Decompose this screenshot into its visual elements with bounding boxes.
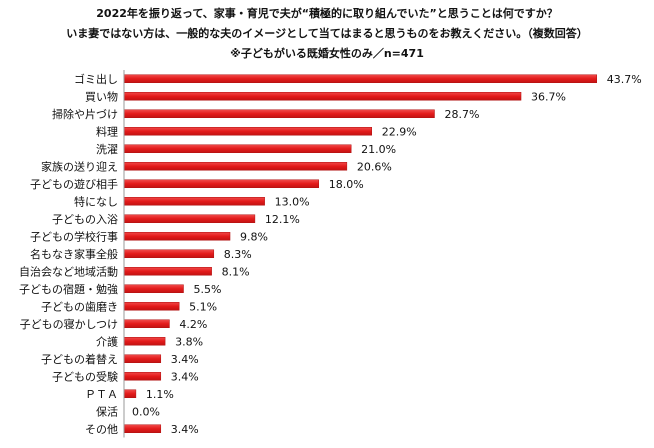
value-label: 1.1% — [146, 388, 174, 401]
bar — [123, 179, 319, 188]
bar — [123, 197, 265, 206]
category-label: 保活 — [96, 404, 118, 418]
bar — [123, 319, 170, 328]
value-label: 28.7% — [444, 108, 479, 121]
bar — [123, 337, 166, 346]
value-label: 9.8% — [240, 230, 268, 243]
bar — [123, 74, 598, 83]
bar — [123, 424, 162, 433]
value-label: 20.6% — [357, 160, 392, 173]
bar — [123, 214, 256, 223]
value-label: 3.4% — [171, 353, 199, 366]
value-label: 0.0% — [132, 405, 160, 418]
category-label: 料理 — [96, 124, 118, 138]
category-label: 買い物 — [85, 89, 118, 103]
bars-layer: ゴミ出し 43.7% 買い物 36.7% 掃除や片づけ 28.7% 料理 22.9% 洗濯 21.… — [19, 72, 642, 436]
category-label: 名もなき家事全般 — [30, 247, 118, 261]
category-label: ゴミ出し — [74, 72, 118, 86]
bar — [123, 284, 184, 293]
bar — [123, 162, 348, 171]
chart-subtitle: いま妻ではない方は、一般的な夫のイメージとして当てはまると思うものをお教えくださ… — [66, 27, 588, 40]
category-label: 子どもの宿題・勉強 — [19, 282, 118, 296]
bar — [123, 127, 372, 136]
bar — [123, 249, 215, 258]
value-label: 22.9% — [382, 125, 417, 138]
value-label: 36.7% — [531, 90, 566, 103]
category-label: 介護 — [96, 334, 118, 348]
bar — [123, 302, 180, 311]
value-label: 3.4% — [171, 423, 199, 436]
value-label: 8.1% — [222, 265, 250, 278]
value-label: 12.1% — [265, 213, 300, 226]
category-label: 子どもの寝かしつけ — [20, 317, 118, 331]
value-label: 4.2% — [179, 318, 207, 331]
category-label: ＰＴＡ — [85, 388, 118, 401]
value-label: 3.4% — [171, 370, 199, 383]
category-label: その他 — [85, 423, 118, 436]
category-label: 掃除や片づけ — [52, 107, 118, 121]
category-label: 家族の送り迎え — [41, 159, 118, 173]
bar — [123, 92, 522, 101]
category-label: 自治会など地域活動 — [19, 264, 118, 278]
category-label: 子どもの入浴 — [52, 213, 118, 226]
value-label: 43.7% — [607, 73, 642, 86]
category-label: 特になし — [74, 194, 118, 208]
category-label: 子どもの遊び相手 — [30, 177, 118, 191]
chart-title-block: 2022年を振り返って、家事・育児で夫が“積極的に取り組んでいた”と思うことは何… — [0, 4, 654, 64]
category-label: 洗濯 — [96, 143, 118, 156]
bar — [123, 144, 352, 153]
value-label: 18.0% — [329, 178, 364, 191]
value-label: 21.0% — [361, 143, 396, 156]
category-label: 子どもの受験 — [52, 369, 118, 383]
chart-sample-note: ※子どもがいる既婚女性のみ／n=471 — [230, 47, 424, 60]
value-label: 3.8% — [175, 335, 203, 348]
value-label: 13.0% — [275, 195, 310, 208]
bar — [123, 354, 162, 363]
chart-title: 2022年を振り返って、家事・育児で夫が“積極的に取り組んでいた”と思うことは何… — [96, 7, 558, 20]
category-label: 子どもの学校行事 — [30, 229, 118, 243]
value-label: 5.5% — [194, 283, 222, 296]
value-label: 8.3% — [224, 248, 252, 261]
bar — [123, 232, 231, 241]
bar — [123, 109, 435, 118]
category-label: 子どもの歯磨き — [41, 300, 118, 313]
bar — [123, 389, 137, 398]
bar — [123, 372, 162, 381]
category-label: 子どもの着替え — [41, 352, 118, 366]
value-label: 5.1% — [189, 300, 217, 313]
bar — [123, 267, 212, 276]
